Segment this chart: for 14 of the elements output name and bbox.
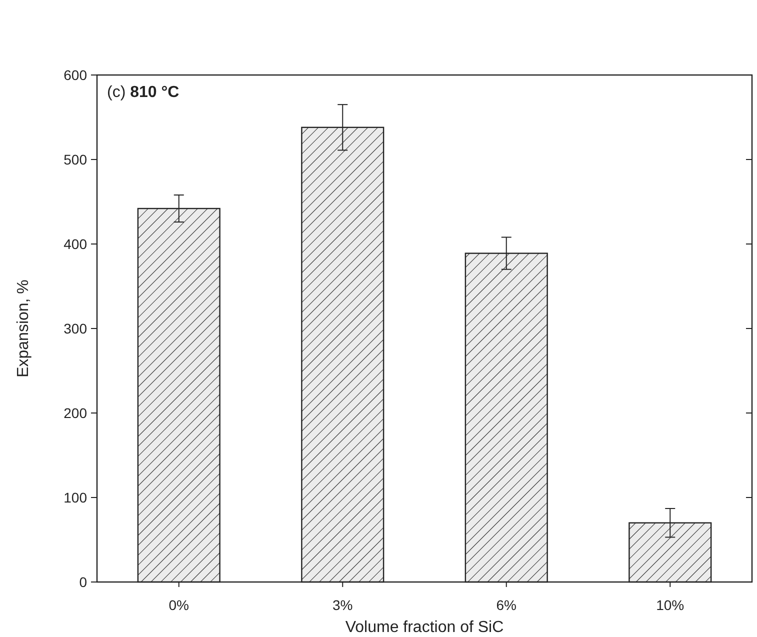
text: (c) 810 °C xyxy=(107,84,180,101)
y-tick-label: 300 xyxy=(64,320,88,336)
y-tick-label: 0 xyxy=(79,574,88,590)
y-axis-title: Expansion, % xyxy=(15,280,32,378)
y-tick-label: 400 xyxy=(64,236,88,252)
y-tick-label: 100 xyxy=(64,489,88,506)
y-tick-label: 500 xyxy=(64,151,88,168)
x-tick-label: 6% xyxy=(496,597,516,613)
y-tick-label: 200 xyxy=(64,404,88,421)
y-tick-label: 600 xyxy=(64,66,88,83)
x-tick-label: 10% xyxy=(656,597,684,613)
x-axis-title: Volume fraction of SiC xyxy=(345,619,504,636)
x-tick-label: 0% xyxy=(168,597,189,613)
x-tick-label: 3% xyxy=(332,597,353,613)
